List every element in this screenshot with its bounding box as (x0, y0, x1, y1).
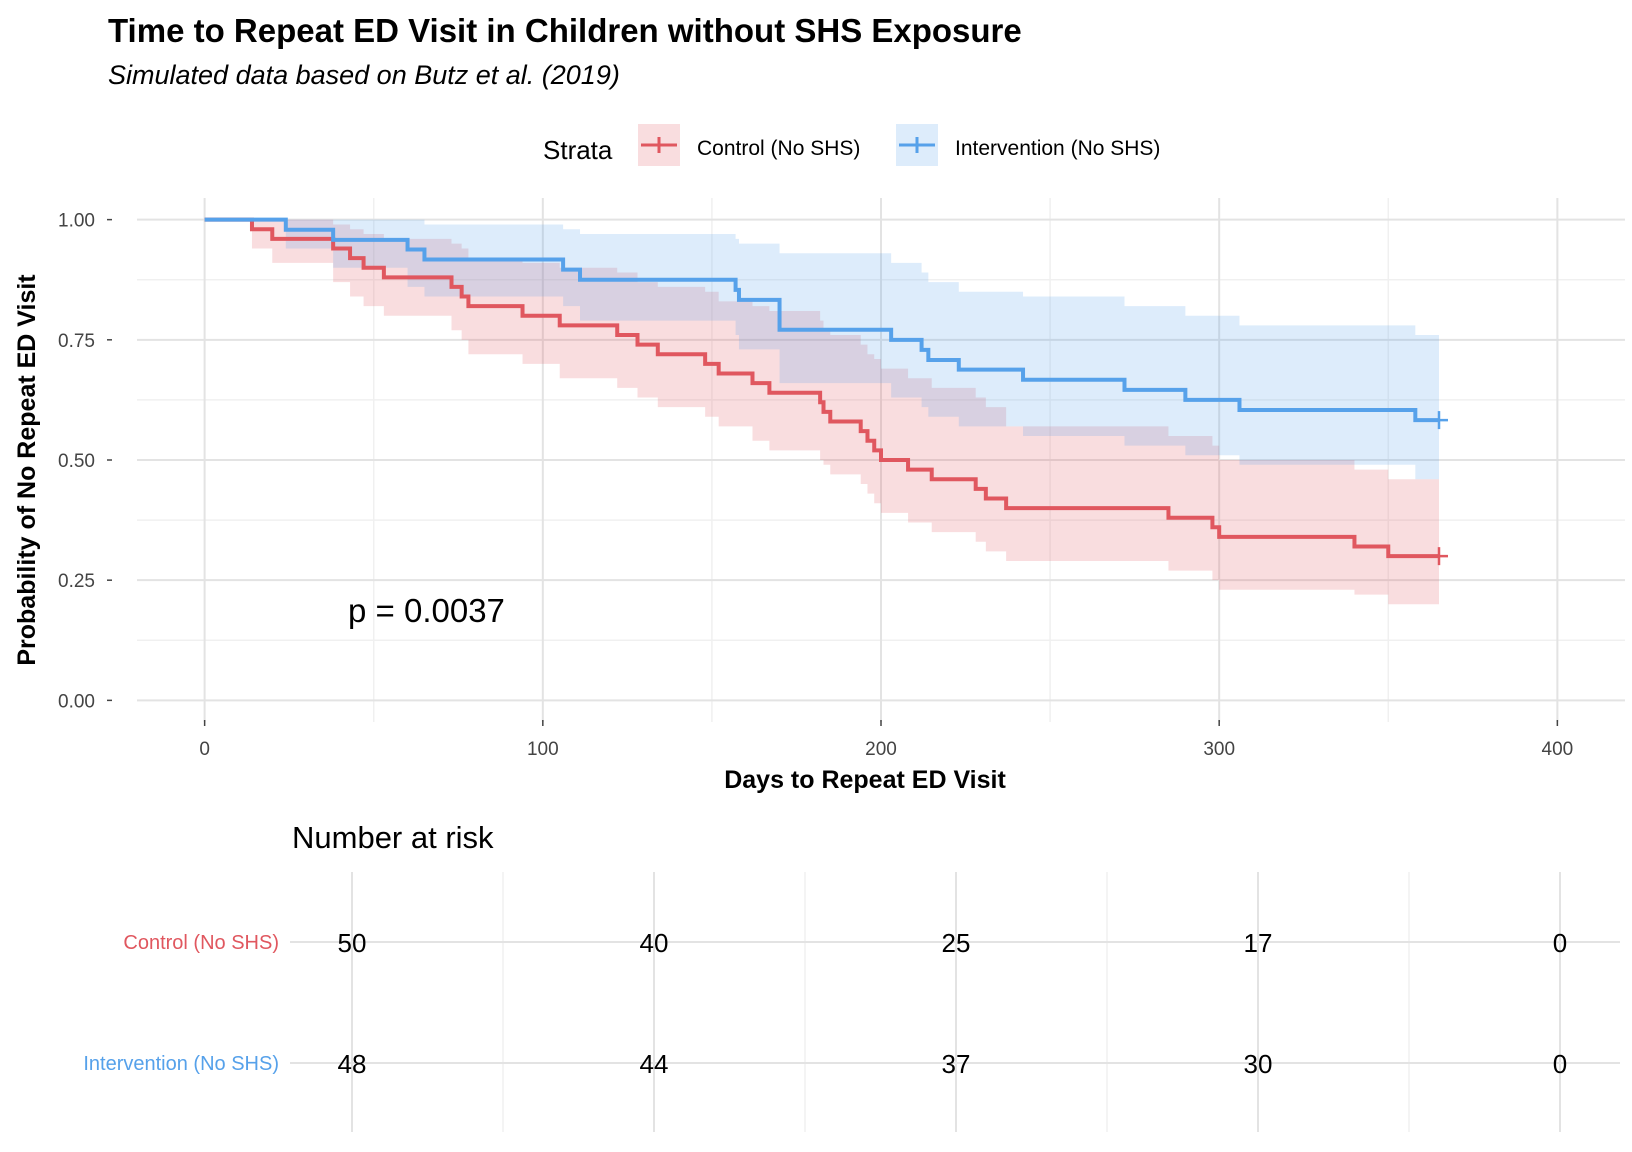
risk-table-row-label: Intervention (No SHS) (83, 1053, 279, 1075)
confidence-band-intervention (204, 219, 1440, 480)
risk-table-value: 17 (1244, 928, 1273, 958)
survival-curve-control (204, 217, 1439, 559)
plot-grid (137, 198, 1625, 722)
risk-table-value: 37 (942, 1049, 971, 1079)
risk-table-value: 0 (1553, 1049, 1567, 1079)
legend-label-control: Control (No SHS) (697, 137, 860, 160)
y-axis-label: Probability of No Repeat ED Visit (13, 274, 41, 666)
risk-table-value: 30 (1244, 1049, 1273, 1079)
y-tick-label: 0.25 (58, 571, 95, 592)
legend-key-control (638, 124, 680, 166)
legend: Strata Control (No SHS) Intervention (No… (543, 124, 1160, 166)
legend-key-intervention (896, 124, 938, 166)
risk-table-value: 44 (640, 1049, 669, 1079)
x-tick-label: 300 (1203, 739, 1235, 760)
risk-table-row-label: Control (No SHS) (123, 932, 279, 954)
chart-title: Time to Repeat ED Visit in Children with… (108, 12, 1022, 49)
x-tick-label: 200 (865, 739, 897, 760)
survival-curves (204, 217, 1448, 566)
y-tick-label: 1.00 (58, 211, 95, 232)
x-tick-label: 100 (527, 739, 559, 760)
x-tick-label: 400 (1542, 739, 1574, 760)
x-tick-label: 0 (199, 739, 210, 760)
chart-subtitle: Simulated data based on Butz et al. (201… (108, 60, 620, 90)
risk-table-title: Number at risk (292, 820, 494, 855)
p-value-annotation: p = 0.0037 (348, 592, 505, 629)
axes: 0 100 200 300 400 0.00 0.25 0.50 0.75 1.00 (58, 211, 1573, 760)
risk-table-value: 40 (640, 928, 669, 958)
legend-title: Strata (543, 135, 613, 165)
y-tick-label: 0.75 (58, 331, 95, 352)
risk-table-value: 48 (338, 1049, 367, 1079)
risk-table-value: 50 (338, 928, 367, 958)
legend-label-intervention: Intervention (No SHS) (955, 137, 1160, 160)
y-tick-label: 0.50 (58, 451, 95, 472)
risk-table: Control (No SHS) 50 40 25 17 0 Intervention (N… (83, 872, 1620, 1132)
survival-curve-intervention (204, 217, 1439, 423)
y-tick-label: 0.00 (58, 691, 95, 712)
x-axis-label: Days to Repeat ED Visit (724, 766, 1006, 794)
risk-table-value: 0 (1553, 928, 1567, 958)
risk-table-value: 25 (942, 928, 971, 958)
